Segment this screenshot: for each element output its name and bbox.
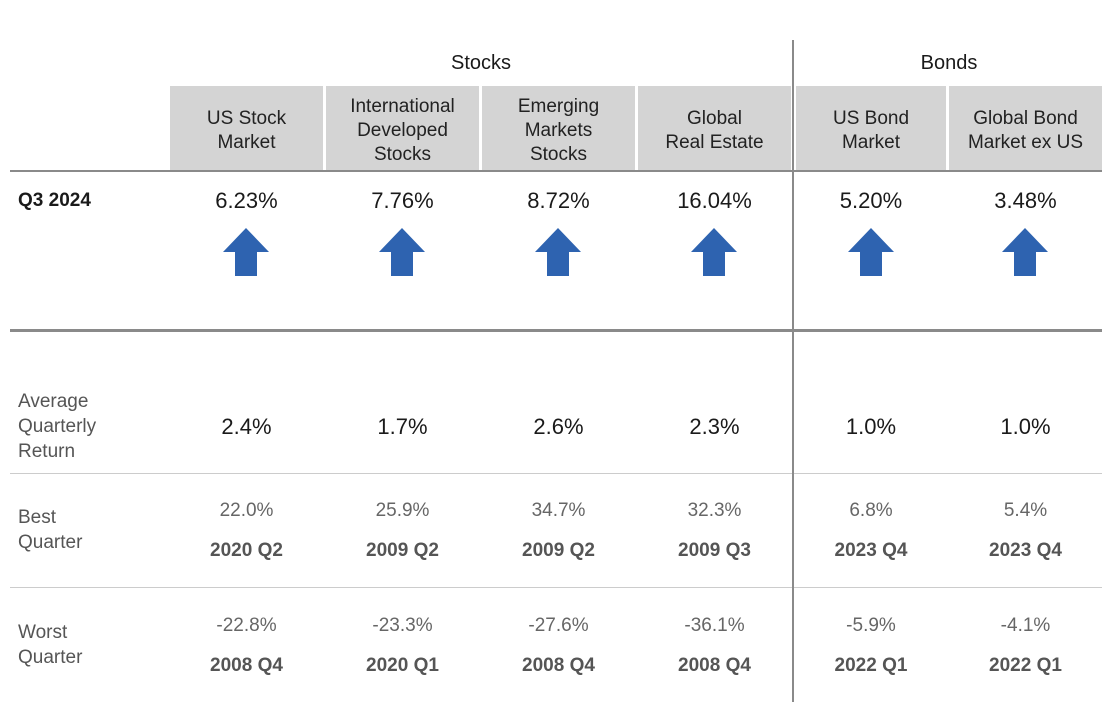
best-value: 32.3%	[687, 500, 742, 521]
avg-divider	[10, 473, 1102, 474]
worst-quarter: 2022 Q1	[834, 655, 908, 676]
best-value: 22.0%	[219, 500, 274, 521]
column-header-emerging-markets-stocks: Emerging Markets Stocks	[482, 86, 635, 170]
column-header-international-developed-stocks: International Developed Stocks	[326, 86, 479, 170]
group-label-stocks: Stocks	[450, 52, 512, 74]
best-quarter: 2009 Q3	[678, 540, 751, 561]
row-label-average: Average Quarterly Return	[18, 391, 97, 462]
best-quarter: 2020 Q2	[210, 540, 283, 561]
best-quarter: 2009 Q2	[366, 540, 439, 561]
best-quarter: 2023 Q4	[989, 540, 1062, 561]
column-header-us-stock-market: US Stock Market	[170, 86, 323, 170]
worst-value: -22.8%	[216, 615, 277, 636]
group-label-bonds: Bonds	[920, 52, 978, 74]
average-value: 2.3%	[689, 414, 740, 439]
best-value: 25.9%	[375, 500, 430, 521]
q3-value: 6.23%	[215, 188, 278, 213]
q3-value: 16.04%	[677, 188, 752, 213]
column-header-global-real-estate: Global Real Estate	[638, 86, 791, 170]
best-divider	[10, 587, 1102, 588]
average-value: 1.7%	[377, 414, 428, 439]
best-value: 5.4%	[1003, 500, 1048, 521]
arrow-up-icon	[535, 228, 581, 276]
worst-quarter: 2022 Q1	[989, 655, 1062, 676]
arrow-up-icon	[691, 228, 737, 276]
worst-value: -23.3%	[372, 615, 433, 636]
column-header-us-bond-market: US Bond Market	[796, 86, 946, 170]
arrow-up-icon	[379, 228, 425, 276]
q3-value: 8.72%	[527, 188, 590, 213]
worst-quarter: 2008 Q4	[678, 655, 751, 676]
best-value: 6.8%	[849, 500, 893, 521]
best-value: 34.7%	[531, 500, 586, 521]
best-quarter: 2023 Q4	[834, 540, 908, 561]
average-value: 1.0%	[845, 414, 897, 439]
q3-value: 7.76%	[371, 188, 434, 213]
worst-value: -5.9%	[846, 615, 896, 636]
arrow-up-icon	[223, 228, 269, 276]
worst-quarter: 2020 Q1	[366, 655, 439, 676]
q3-divider	[10, 329, 1102, 332]
average-value: 1.0%	[1000, 414, 1051, 439]
worst-value: -4.1%	[1000, 615, 1051, 636]
arrow-up-icon	[1002, 228, 1048, 276]
worst-value: -27.6%	[528, 615, 589, 636]
row-label-q3: Q3 2024	[18, 190, 91, 211]
row-label-worst: Worst Quarter	[18, 622, 83, 668]
row-label-best: Best Quarter	[18, 507, 83, 553]
worst-value: -36.1%	[684, 615, 745, 636]
average-value: 2.6%	[533, 414, 584, 439]
q3-value: 5.20%	[839, 188, 903, 213]
header-divider	[10, 170, 1102, 172]
best-quarter: 2009 Q2	[522, 540, 595, 561]
stocks-bonds-divider	[792, 40, 794, 702]
worst-quarter: 2008 Q4	[210, 655, 283, 676]
column-header-global-bond-market-ex-us: Global Bond Market ex US	[949, 86, 1102, 170]
arrow-up-icon	[848, 228, 894, 276]
worst-quarter: 2008 Q4	[522, 655, 595, 676]
average-value: 2.4%	[221, 414, 272, 439]
q3-value: 3.48%	[994, 188, 1057, 213]
